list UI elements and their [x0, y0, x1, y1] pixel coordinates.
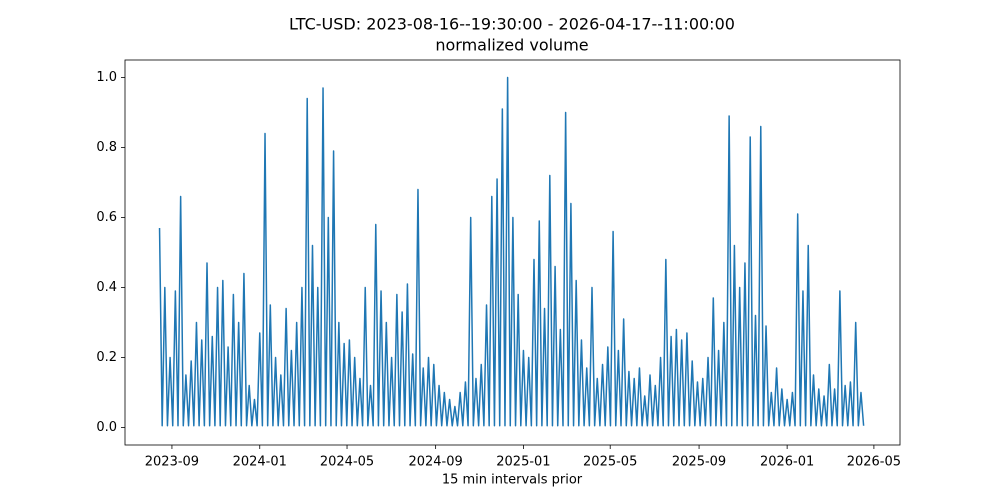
y-tick-label: 0.2	[96, 350, 117, 365]
x-tick-label: 2025-05	[583, 455, 637, 470]
x-axis-label: 15 min intervals prior	[442, 473, 583, 488]
x-tick-label: 2024-09	[408, 455, 462, 470]
y-tick-label: 1.0	[96, 70, 117, 85]
y-tick-label: 0.8	[96, 140, 117, 155]
x-tick-label: 2025-01	[496, 455, 550, 470]
y-tick-label: 0.4	[96, 280, 117, 295]
x-tick-label: 2026-05	[847, 455, 901, 470]
y-tick-label: 0.6	[96, 210, 117, 225]
x-tick-label: 2026-01	[760, 455, 814, 470]
x-tick-label: 2025-09	[672, 455, 726, 470]
chart-subtitle: normalized volume	[435, 36, 588, 55]
x-tick-label: 2024-05	[320, 455, 374, 470]
x-tick-label: 2023-09	[145, 455, 199, 470]
data-line	[158, 76, 865, 427]
plot-frame	[124, 59, 901, 446]
chart-title: LTC-USD: 2023-08-16--19:30:00 - 2026-04-…	[289, 15, 735, 34]
x-tick-label: 2024-01	[233, 455, 287, 470]
y-tick-label: 0.0	[96, 420, 117, 435]
